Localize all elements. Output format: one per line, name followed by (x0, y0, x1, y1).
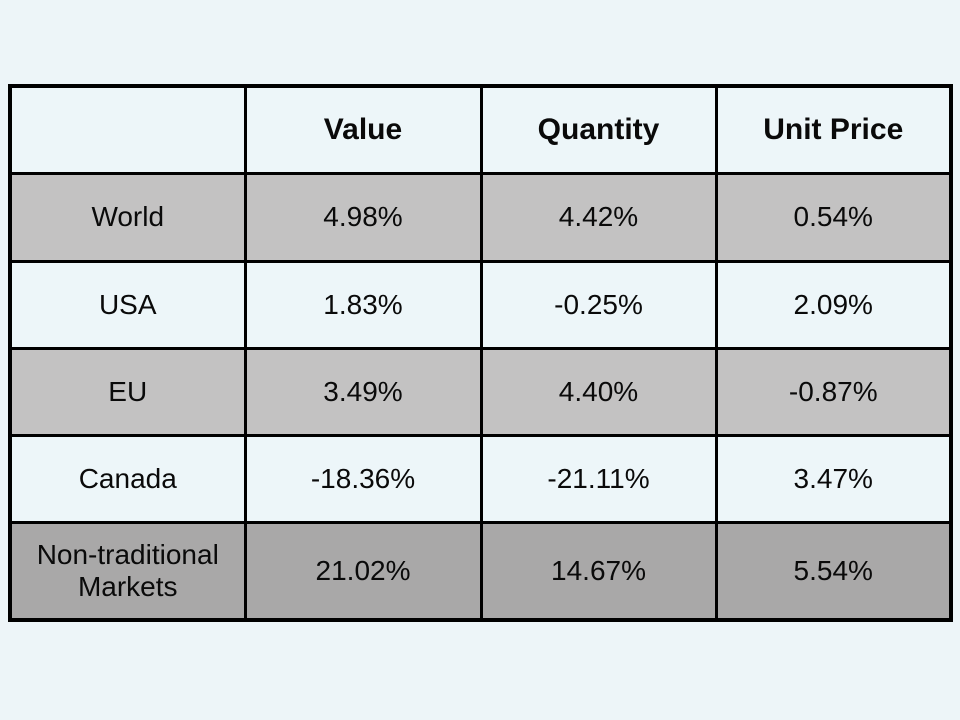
table-header-row: Value Quantity Unit Price (8, 84, 953, 175)
cell-canada-unit-price: 3.47% (714, 434, 953, 524)
cell-world-unit-price: 0.54% (714, 172, 953, 263)
cell-world-quantity: 4.42% (479, 172, 718, 263)
cell-usa-unit-price: 2.09% (714, 260, 953, 350)
cell-eu-quantity: 4.40% (479, 347, 718, 437)
cell-eu-unit-price: -0.87% (714, 347, 953, 437)
cell-eu-value: 3.49% (243, 347, 483, 437)
cell-non-traditional-quantity: 14.67% (479, 521, 718, 622)
cell-canada-value: -18.36% (243, 434, 483, 524)
row-label-usa: USA (8, 260, 247, 350)
cell-world-value: 4.98% (243, 172, 483, 263)
row-label-canada: Canada (8, 434, 247, 524)
cell-non-traditional-unit-price: 5.54% (714, 521, 953, 622)
row-label-world: World (8, 172, 247, 263)
cell-usa-quantity: -0.25% (479, 260, 718, 350)
row-label-eu: EU (8, 347, 247, 437)
corner-cell (8, 84, 247, 175)
column-header-value: Value (243, 84, 483, 175)
column-header-quantity: Quantity (479, 84, 718, 175)
table-row-non-traditional-markets: Non-traditional Markets 21.02% 14.67% 5.… (8, 521, 953, 622)
row-label-non-traditional-markets: Non-traditional Markets (8, 521, 247, 622)
table-row-usa: USA 1.83% -0.25% 2.09% (8, 260, 953, 350)
column-header-unit-price: Unit Price (714, 84, 953, 175)
market-growth-table: Value Quantity Unit Price World 4.98% 4.… (8, 84, 953, 622)
cell-canada-quantity: -21.11% (479, 434, 718, 524)
cell-usa-value: 1.83% (243, 260, 483, 350)
table-row-canada: Canada -18.36% -21.11% 3.47% (8, 434, 953, 524)
cell-non-traditional-value: 21.02% (243, 521, 483, 622)
table-row-world: World 4.98% 4.42% 0.54% (8, 172, 953, 263)
table-row-eu: EU 3.49% 4.40% -0.87% (8, 347, 953, 437)
